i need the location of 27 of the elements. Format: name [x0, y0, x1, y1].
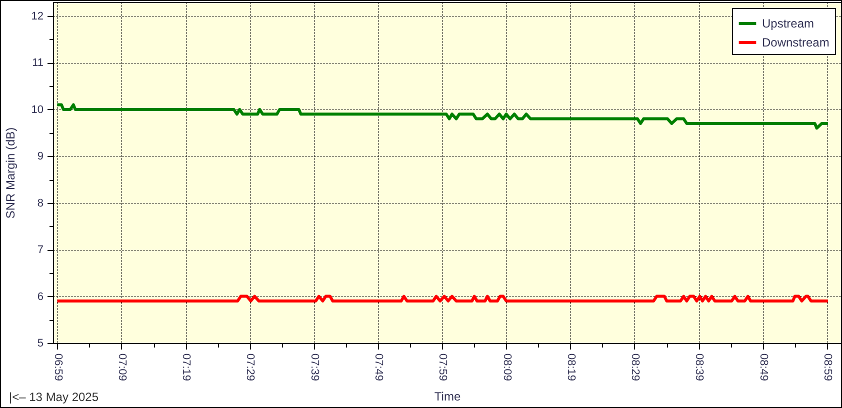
x-tick-label: 06:59: [52, 354, 64, 382]
x-axis-title: Time: [434, 390, 461, 404]
x-tick-label: 07:39: [308, 354, 320, 382]
y-tick-label: 11: [32, 57, 44, 70]
x-tick-label: 07:09: [116, 354, 128, 382]
legend-label: Downstream: [762, 36, 830, 50]
text: |<– 13 May 2025: [9, 390, 99, 404]
x-tick-label: 07:59: [436, 354, 449, 382]
y-tick-label: 8: [37, 197, 44, 210]
y-tick-label: 7: [37, 244, 44, 256]
x-tick-label: 08:09: [500, 354, 513, 382]
x-tick-label: 07:29: [244, 354, 256, 382]
line-series: [56, 103, 830, 130]
x-tick-label: 08:59: [821, 354, 834, 382]
x-tick-label: 08:19: [564, 354, 577, 382]
x-tick-label: 08:49: [757, 354, 770, 382]
y-tick-label: 12: [31, 10, 44, 23]
y-tick-label: 6: [37, 290, 44, 303]
x-tick-label: 08:39: [693, 354, 706, 382]
legend-label: Upstream: [762, 16, 814, 30]
y-axis-title: SNR Margin (dB): [3, 127, 18, 219]
x-tick-label: 07:49: [372, 354, 385, 382]
y-tick-label: 5: [37, 338, 44, 350]
y-tick-label: 9: [37, 150, 44, 163]
y-tick-label: 10: [31, 104, 44, 116]
x-tick-label: 08:29: [628, 354, 641, 382]
x-tick-label: 07:19: [180, 354, 192, 382]
